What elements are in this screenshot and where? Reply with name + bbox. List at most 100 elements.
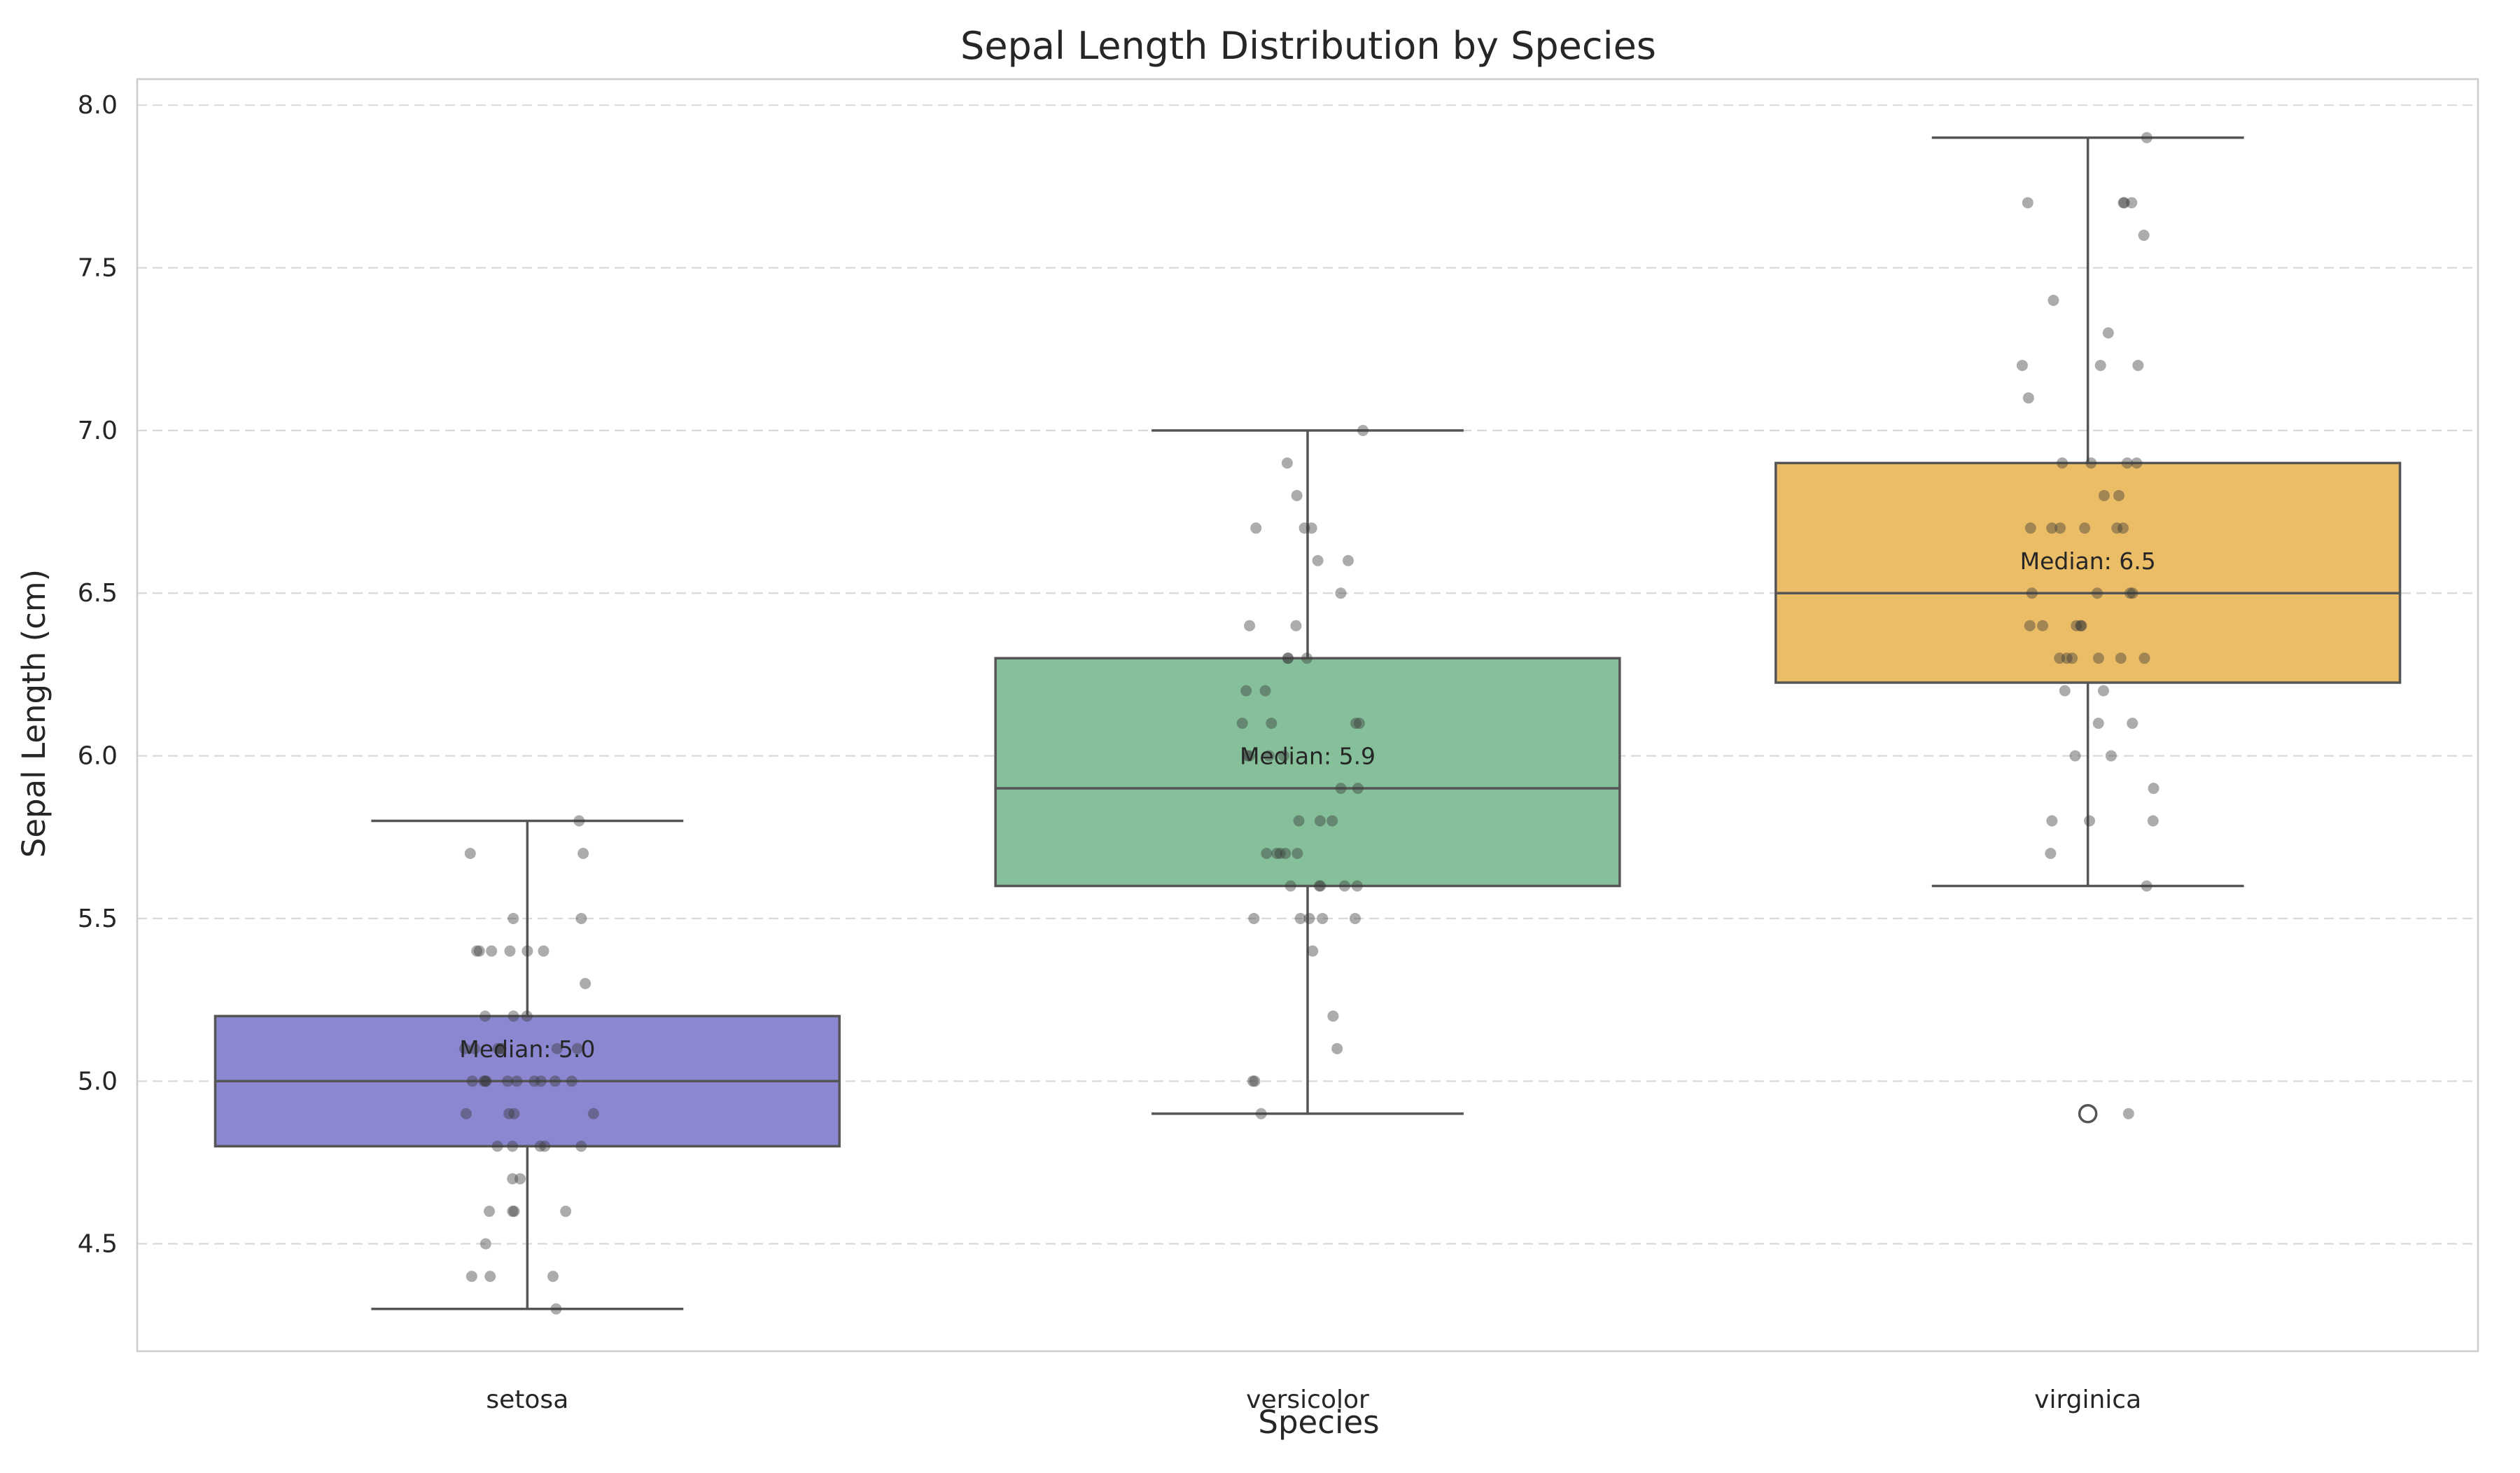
data-point [1307,945,1319,957]
data-point [1278,750,1289,762]
data-point [479,1010,491,1022]
data-point [2126,197,2138,209]
data-point [528,1075,540,1087]
box-versicolor [994,657,1621,888]
data-point [521,1010,533,1022]
data-point [2092,652,2104,664]
plot-frame [136,78,2479,1353]
x-axis-label: Species [1258,1404,1379,1441]
data-point [1290,620,1302,631]
data-point [2127,587,2138,599]
data-point [473,945,485,957]
outlier-marker [2078,1104,2098,1124]
data-point [2071,620,2082,631]
data-point [2148,783,2160,795]
data-point [1306,522,1317,534]
data-point [2138,652,2150,664]
data-point [1248,912,1260,924]
data-point [1314,815,1326,827]
data-point [1315,880,1326,892]
data-point [1281,457,1293,469]
axis-layer: 4.5 5.0 5.5 6.0 6.5 7.0 7.5 8.0 setosa versicolor… [78,91,2141,1414]
median-annotation: Median: 5.0 [459,1035,595,1063]
box-layer [214,136,2402,1311]
data-point [1263,750,1275,762]
data-point [1317,912,1329,924]
data-point [2054,652,2066,664]
data-point [1303,912,1315,924]
data-point [465,1271,477,1283]
data-point [2122,1108,2134,1119]
data-point [1282,652,1294,664]
data-point [484,1206,496,1217]
data-point [2057,457,2068,469]
data-point [1291,489,1303,501]
data-point [578,848,589,859]
x-tick-label: versicolor [1246,1385,1369,1414]
data-point [1242,750,1254,762]
data-point [508,1206,520,1217]
data-point [492,1042,504,1054]
data-point [2046,815,2058,827]
data-point [2092,587,2104,599]
data-point [2075,620,2087,631]
data-point [2118,197,2129,209]
data-point [1292,848,1303,859]
data-point [2141,132,2152,144]
data-point [479,1238,491,1250]
data-point [1301,652,1312,664]
data-point [1357,424,1369,436]
data-point [550,1075,561,1087]
data-point [2098,489,2110,501]
data-point [495,1042,507,1054]
y-axis-label: Sepal Length (cm) [15,569,52,858]
data-point [503,1108,515,1119]
data-point [464,848,476,859]
data-point [2097,685,2109,697]
data-point [539,1140,551,1152]
y-tick-label: 5.0 [78,1067,118,1096]
data-point [1331,1042,1343,1054]
label-layer: Median: 5.0 Median: 5.9 Median: 6.5 [459,547,2155,1063]
data-point [508,1108,520,1119]
data-point [1350,718,1362,729]
data-point [2127,718,2138,729]
data-point [486,945,498,957]
data-point [571,1042,583,1054]
data-point [575,1140,587,1152]
data-point [1335,587,1347,599]
data-point [2111,522,2123,534]
data-point [478,1075,490,1087]
data-point [575,912,587,924]
x-tick-label: virginica [2034,1385,2141,1414]
data-point [1338,880,1350,892]
data-point [580,977,592,989]
data-point [1271,848,1283,859]
data-point [1261,848,1273,859]
data-point [551,1042,563,1054]
data-point [1326,815,1338,827]
data-point [1259,685,1271,697]
x-tick-label: setosa [486,1385,568,1414]
data-point [1351,880,1363,892]
data-point [2121,457,2133,469]
data-point [2141,880,2152,892]
data-point [566,1075,578,1087]
data-point [1313,880,1325,892]
data-point [458,1042,470,1054]
data-point [2024,522,2036,534]
data-point [2059,685,2071,697]
data-point [507,1173,519,1185]
data-point [479,1075,491,1087]
data-point [2079,522,2091,534]
data-point [560,1206,572,1217]
y-tick-label: 8.0 [78,91,118,120]
data-point [1243,750,1255,762]
data-point [1250,522,1262,534]
data-point [587,1108,599,1119]
data-point [1266,718,1278,729]
data-point [511,1075,523,1087]
data-point [2092,718,2104,729]
data-point [1352,783,1364,795]
